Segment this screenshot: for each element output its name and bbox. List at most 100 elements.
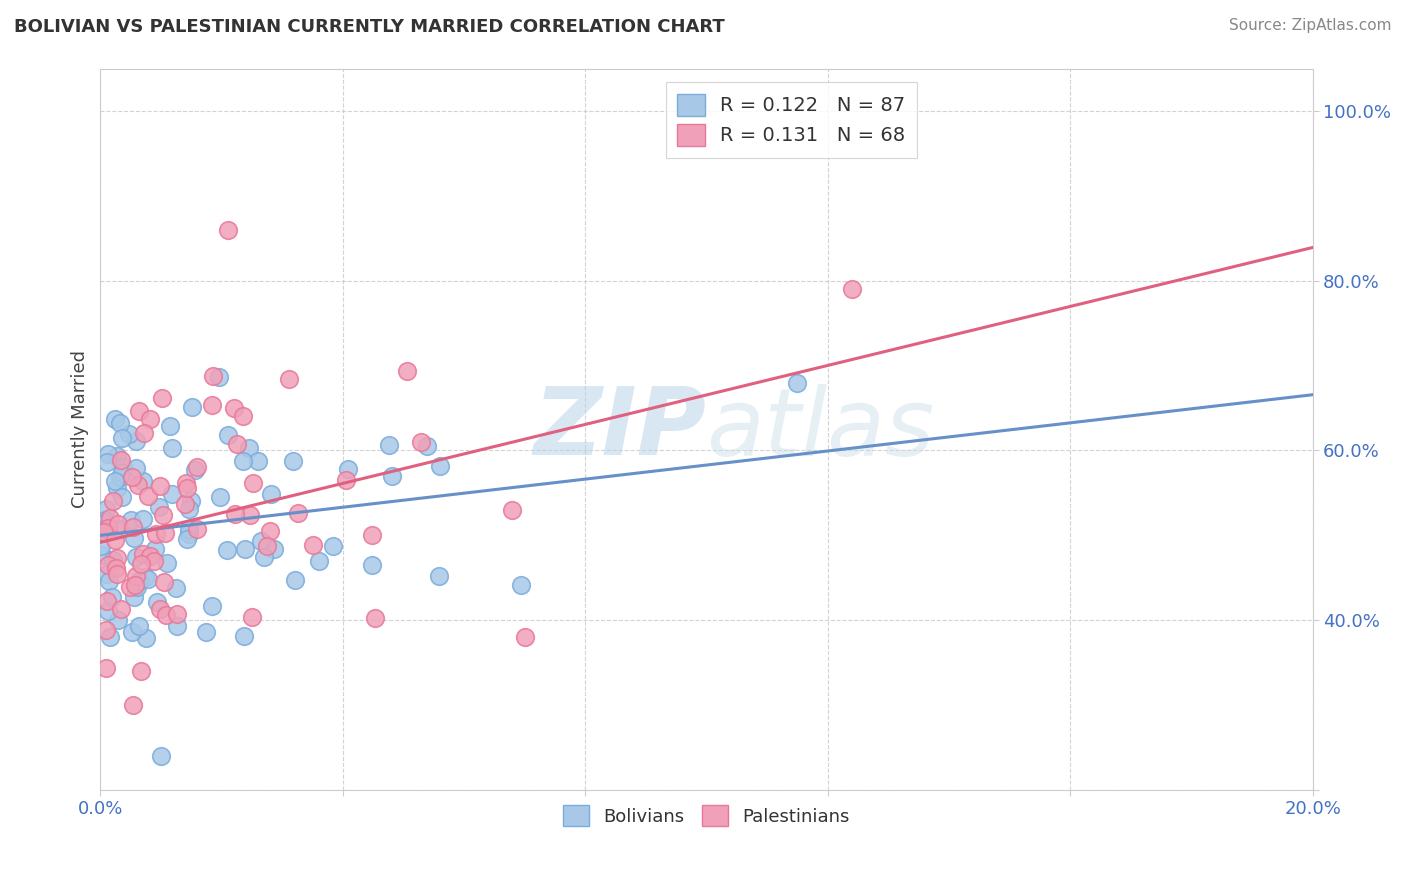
Point (150, 391, 173, 405)
Point (179, 522, 201, 536)
Point (97, 605, 120, 619)
Point (238, 442, 260, 456)
Point (128, 574, 150, 588)
Point (107, 613, 129, 627)
Point (177, 502, 200, 516)
Point (278, 371, 301, 385)
Point (194, 625, 217, 640)
Point (259, 524, 281, 539)
Point (149, 748, 172, 763)
Point (232, 454, 254, 468)
Point (165, 581, 187, 595)
Point (105, 450, 128, 464)
Text: atlas: atlas (706, 384, 935, 475)
Point (120, 513, 142, 527)
Point (96, 567, 118, 582)
Point (91, 548, 114, 562)
Point (176, 475, 198, 490)
Point (181, 400, 204, 414)
Point (364, 611, 387, 625)
Point (125, 461, 148, 475)
Point (93, 524, 115, 539)
Point (121, 624, 143, 639)
Point (159, 419, 181, 434)
Point (509, 578, 531, 592)
Point (122, 590, 145, 604)
Point (217, 223, 239, 237)
Point (104, 475, 127, 489)
Point (233, 541, 256, 556)
Point (98, 630, 121, 644)
Point (96, 455, 118, 469)
Point (361, 528, 384, 542)
Point (108, 470, 131, 484)
Point (134, 570, 156, 584)
Point (101, 494, 124, 508)
Point (101, 591, 124, 605)
Point (128, 404, 150, 418)
Point (260, 486, 283, 500)
Point (240, 610, 263, 624)
Point (129, 665, 152, 679)
Point (139, 549, 162, 563)
Point (132, 512, 155, 526)
Point (98, 574, 121, 589)
Point (132, 426, 155, 441)
Point (139, 412, 162, 426)
Point (125, 569, 148, 583)
Point (111, 491, 134, 505)
Point (124, 578, 146, 592)
Point (381, 469, 404, 483)
Point (176, 481, 198, 495)
Point (145, 526, 167, 541)
Point (112, 459, 135, 474)
Point (145, 595, 167, 609)
Point (107, 567, 129, 582)
Point (104, 533, 127, 548)
Point (121, 520, 143, 534)
Point (232, 629, 254, 643)
Point (361, 558, 384, 572)
Point (263, 541, 285, 556)
Y-axis label: Currently Married: Currently Married (72, 351, 89, 508)
Point (118, 426, 141, 441)
Point (127, 477, 149, 491)
Point (132, 474, 155, 488)
Point (90, 539, 112, 553)
Point (180, 494, 202, 508)
Point (287, 506, 309, 520)
Point (217, 428, 239, 442)
Point (335, 473, 357, 487)
Point (222, 401, 245, 416)
Legend: Bolivians, Palestinians: Bolivians, Palestinians (554, 796, 859, 835)
Point (149, 602, 172, 616)
Point (176, 532, 198, 546)
Point (129, 557, 152, 571)
Point (501, 503, 523, 517)
Point (96, 521, 118, 535)
Point (96, 593, 118, 607)
Point (111, 466, 134, 480)
Point (121, 469, 143, 483)
Point (107, 516, 129, 531)
Point (104, 411, 127, 425)
Point (153, 526, 176, 541)
Point (429, 459, 451, 474)
Point (136, 573, 159, 587)
Point (284, 573, 307, 587)
Point (94, 661, 117, 675)
Point (283, 454, 305, 468)
Point (125, 580, 148, 594)
Point (122, 531, 145, 545)
Point (302, 539, 325, 553)
Point (128, 619, 150, 633)
Point (108, 522, 131, 536)
Point (149, 479, 172, 493)
Point (174, 497, 197, 511)
Point (841, 282, 863, 296)
Point (97, 447, 120, 461)
Point (201, 398, 224, 412)
Point (215, 543, 238, 558)
Point (184, 463, 207, 477)
Point (786, 376, 808, 390)
